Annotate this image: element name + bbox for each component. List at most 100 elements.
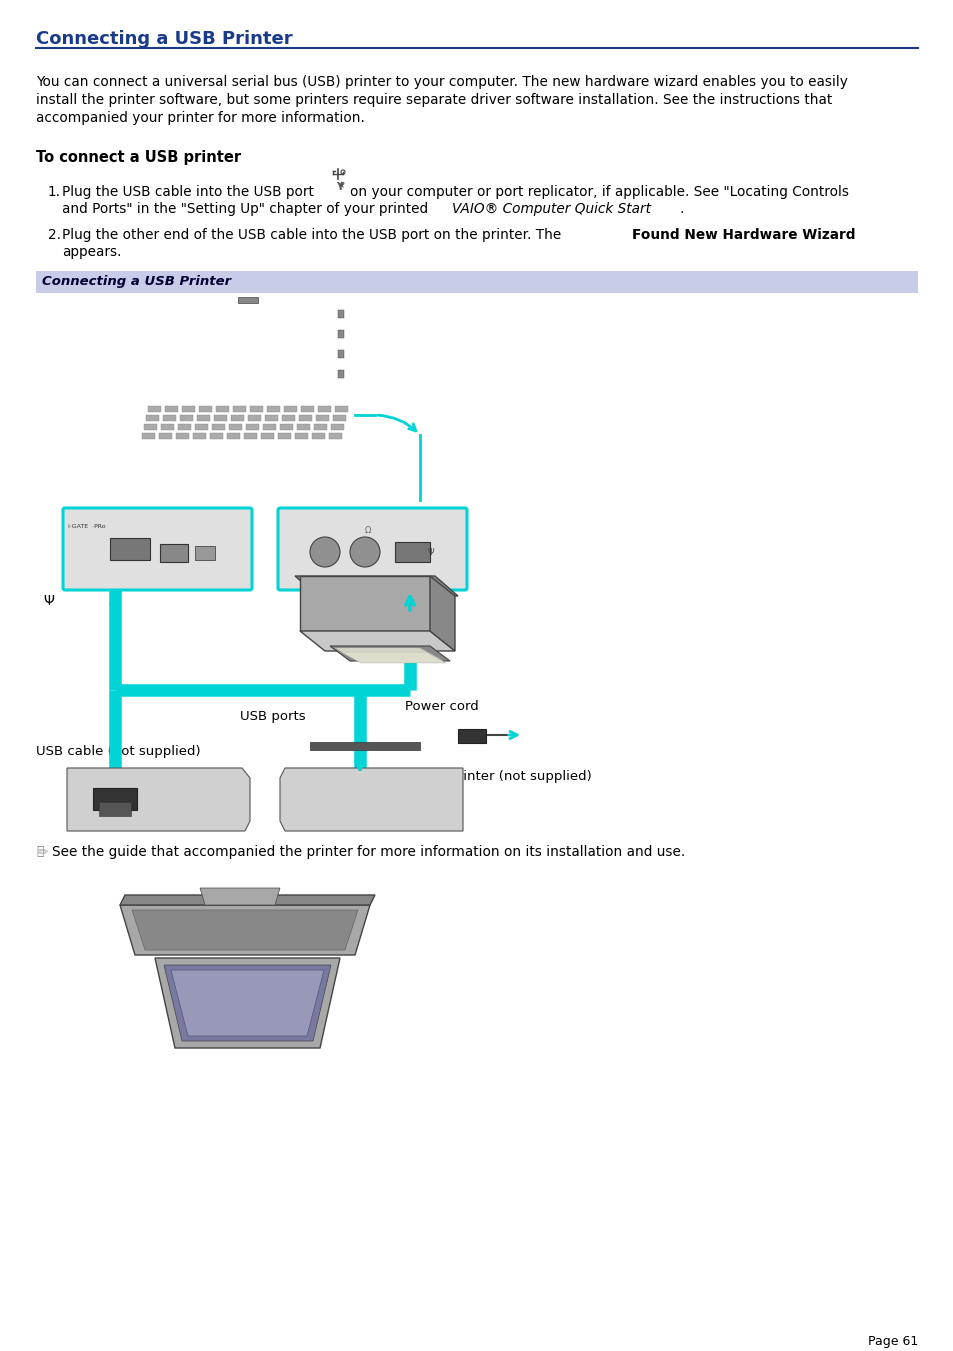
Bar — [193, 434, 206, 439]
Circle shape — [310, 536, 339, 567]
Bar — [227, 434, 240, 439]
Polygon shape — [132, 911, 357, 950]
Text: See the guide that accompanied the printer for more information on its installat: See the guide that accompanied the print… — [52, 844, 684, 859]
Text: 1.: 1. — [48, 185, 61, 199]
Polygon shape — [340, 653, 446, 663]
Bar — [294, 434, 308, 439]
Bar — [110, 538, 150, 561]
Bar — [212, 424, 225, 430]
Polygon shape — [120, 905, 370, 955]
Bar — [175, 434, 189, 439]
Bar — [163, 415, 175, 422]
Text: appears.: appears. — [62, 245, 121, 259]
Bar — [194, 546, 214, 561]
Polygon shape — [200, 888, 280, 905]
Bar — [282, 415, 294, 422]
Bar — [36, 272, 917, 293]
Bar — [329, 434, 341, 439]
Bar — [277, 434, 291, 439]
Bar — [337, 309, 344, 317]
Text: Power cord: Power cord — [405, 700, 478, 713]
Text: VAIO® Computer Quick Start: VAIO® Computer Quick Start — [452, 203, 650, 216]
Text: USB ports: USB ports — [240, 711, 305, 723]
Text: Plug the USB cable into the USB port: Plug the USB cable into the USB port — [62, 185, 314, 199]
Polygon shape — [294, 576, 457, 596]
Bar — [182, 407, 194, 412]
Polygon shape — [430, 576, 455, 651]
Bar — [280, 424, 293, 430]
Bar — [310, 742, 419, 750]
Bar — [457, 730, 485, 743]
Text: ★: ★ — [335, 180, 344, 190]
FancyBboxPatch shape — [63, 508, 252, 590]
Bar — [265, 415, 277, 422]
Bar — [144, 424, 157, 430]
Text: accompanied your printer for more information.: accompanied your printer for more inform… — [36, 111, 364, 126]
Bar — [233, 407, 246, 412]
Bar — [210, 434, 223, 439]
Bar — [148, 407, 161, 412]
Bar — [296, 424, 310, 430]
Bar — [231, 415, 244, 422]
Bar — [263, 424, 275, 430]
Bar — [92, 788, 137, 811]
Text: Plug the other end of the USB cable into the USB port on the printer. The: Plug the other end of the USB cable into… — [62, 228, 565, 242]
Bar — [99, 802, 131, 816]
Bar — [180, 415, 193, 422]
Bar — [317, 407, 331, 412]
Text: Y: Y — [335, 182, 343, 192]
Bar — [244, 434, 256, 439]
FancyBboxPatch shape — [277, 508, 467, 590]
Polygon shape — [330, 646, 450, 661]
Text: and Ports" in the "Setting Up" chapter of your printed: and Ports" in the "Setting Up" chapter o… — [62, 203, 432, 216]
Polygon shape — [299, 576, 430, 631]
Text: install the printer software, but some printers require separate driver software: install the printer software, but some p… — [36, 93, 831, 107]
Bar — [301, 407, 314, 412]
Bar — [146, 415, 159, 422]
Text: Ψ  USB port: Ψ USB port — [328, 790, 405, 802]
Bar — [298, 415, 312, 422]
Bar — [142, 434, 154, 439]
Text: Ψ: Ψ — [43, 594, 53, 608]
Polygon shape — [280, 767, 462, 831]
Bar — [267, 407, 280, 412]
Text: Connecting a USB Printer: Connecting a USB Printer — [36, 30, 293, 49]
Text: USB cable (not supplied): USB cable (not supplied) — [36, 744, 200, 758]
Bar — [315, 415, 329, 422]
Bar — [215, 407, 229, 412]
Bar — [335, 407, 348, 412]
Polygon shape — [335, 648, 439, 659]
Text: Page 61: Page 61 — [867, 1335, 917, 1348]
Bar — [331, 424, 344, 430]
Text: Connecting a USB Printer: Connecting a USB Printer — [42, 276, 231, 288]
Bar — [284, 407, 296, 412]
Polygon shape — [120, 894, 375, 905]
Bar — [159, 434, 172, 439]
Bar — [213, 415, 227, 422]
Text: ✏: ✏ — [38, 846, 49, 859]
Text: Found New Hardware Wizard: Found New Hardware Wizard — [631, 228, 855, 242]
Bar — [246, 424, 258, 430]
Bar — [333, 415, 346, 422]
Text: Ψ: Ψ — [428, 549, 435, 557]
Bar — [248, 415, 261, 422]
Bar — [261, 434, 274, 439]
Text: on your computer or port replicator, if applicable. See "Locating Controls: on your computer or port replicator, if … — [350, 185, 848, 199]
Bar — [312, 434, 325, 439]
Text: You can connect a universal serial bus (USB) printer to your computer. The new h: You can connect a universal serial bus (… — [36, 76, 847, 89]
Bar — [196, 415, 210, 422]
Polygon shape — [337, 650, 442, 661]
Polygon shape — [299, 631, 455, 651]
Text: To connect a USB printer: To connect a USB printer — [36, 150, 241, 165]
Bar — [161, 424, 173, 430]
Bar — [337, 370, 344, 378]
Circle shape — [350, 536, 379, 567]
Bar — [194, 424, 208, 430]
Text: 2.: 2. — [48, 228, 61, 242]
Bar — [314, 424, 327, 430]
Bar — [165, 407, 178, 412]
Bar — [178, 424, 191, 430]
Bar — [395, 542, 430, 562]
Text: i·GATE  ·PRo: i·GATE ·PRo — [68, 524, 106, 530]
Text: .: . — [679, 203, 683, 216]
